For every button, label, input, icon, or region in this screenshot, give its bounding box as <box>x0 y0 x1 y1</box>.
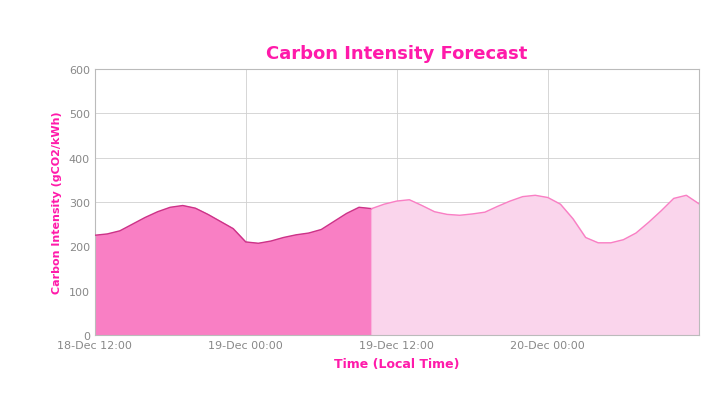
Title: Carbon Intensity Forecast: Carbon Intensity Forecast <box>266 45 528 63</box>
X-axis label: Time (Local Time): Time (Local Time) <box>334 357 459 370</box>
Y-axis label: Carbon Intensity (gCO2/kWh): Carbon Intensity (gCO2/kWh) <box>52 111 62 294</box>
